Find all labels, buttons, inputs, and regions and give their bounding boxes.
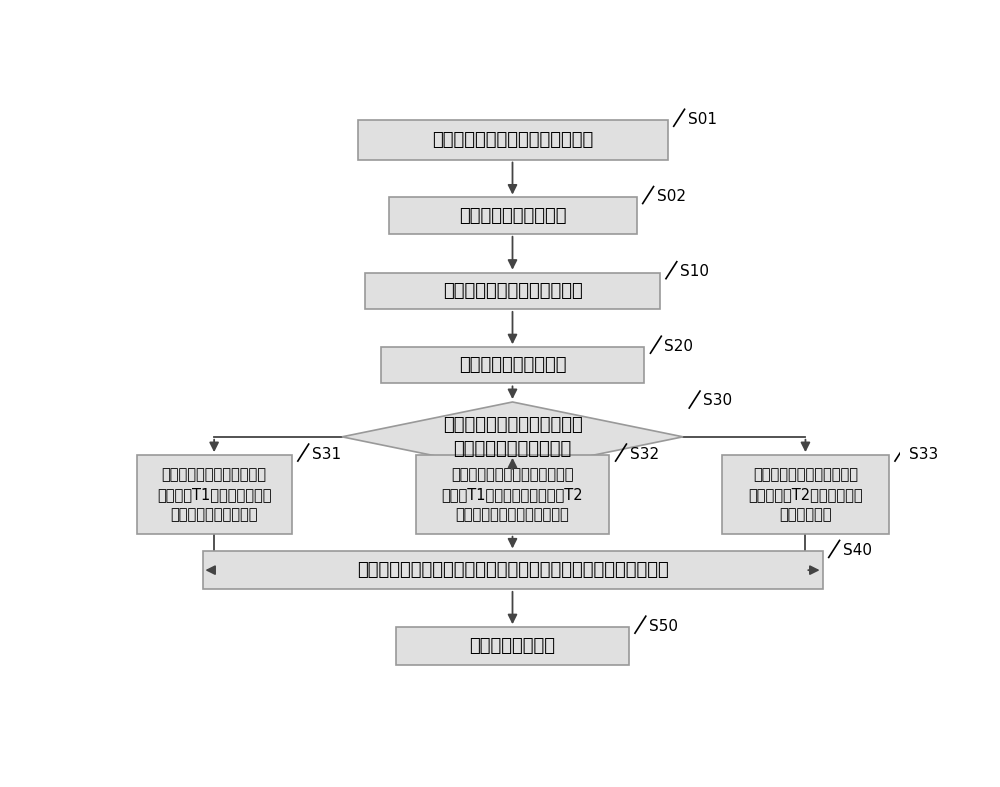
Text: S30: S30 [703,394,732,408]
Text: S31: S31 [312,446,341,461]
Text: 显示移动终端键盘默认层信息: 显示移动终端键盘默认层信息 [443,282,582,300]
Polygon shape [342,402,683,471]
Text: S20: S20 [664,338,693,353]
Text: S01: S01 [688,112,717,127]
FancyBboxPatch shape [396,627,629,665]
FancyBboxPatch shape [381,347,644,383]
FancyBboxPatch shape [416,455,609,534]
Text: S02: S02 [657,189,686,204]
Text: 当所述键盘触控压力大于所
述第一压力T2时，所述键盘
显示符号层。: 当所述键盘触控压力大于所 述第一压力T2时，所述键盘 显示符号层。 [748,467,863,522]
FancyBboxPatch shape [358,120,668,160]
FancyBboxPatch shape [722,455,889,534]
FancyBboxPatch shape [137,455,292,534]
Text: S40: S40 [843,543,872,558]
Text: S50: S50 [649,619,678,634]
Text: 根据触控按键压力对比结果切换至所述移动终端多层键盘中相应层: 根据触控按键压力对比结果切换至所述移动终端多层键盘中相应层 [357,561,668,579]
Text: 根据按键信息设置多层按键的层数: 根据按键信息设置多层按键的层数 [432,131,593,149]
Text: 当所述键盘触控压力大于所述第
一压力T1时，不大于第二压力T2
时，所述键盘显示大写字母层: 当所述键盘触控压力大于所述第 一压力T1时，不大于第二压力T2 时，所述键盘显示… [442,467,583,522]
Text: 设置压力范围阈值个数: 设置压力范围阈值个数 [459,207,566,224]
Text: S33: S33 [909,446,938,461]
Text: S10: S10 [680,264,709,279]
Text: 根据所述触控按键压力与预先
设定的压力范围进行对比: 根据所述触控按键压力与预先 设定的压力范围进行对比 [443,416,582,457]
Text: 确认用户输入信息: 确认用户输入信息 [470,637,556,655]
FancyBboxPatch shape [202,552,822,589]
FancyBboxPatch shape [388,198,637,234]
Text: 获取按键触控压力信息: 获取按键触控压力信息 [459,357,566,375]
Text: S32: S32 [630,446,659,461]
Text: 当所述键盘触控压力不大于
第一压力T1时，所述键盘显
示默认层，为小写字母: 当所述键盘触控压力不大于 第一压力T1时，所述键盘显 示默认层，为小写字母 [157,467,271,522]
FancyBboxPatch shape [365,272,660,309]
